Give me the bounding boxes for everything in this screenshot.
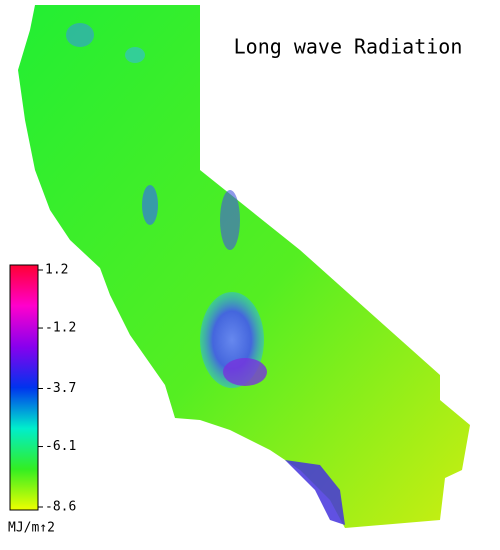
blue-patch (142, 185, 158, 225)
colorbar-axis: 1.2 -1.2 -3.7 -6.1 -8.6 (38, 263, 76, 515)
tick-label: -3.7 (45, 381, 76, 396)
map-title: Long wave Radiation (234, 35, 463, 59)
tick-label: -6.1 (45, 439, 76, 454)
blue-patch (220, 190, 240, 250)
purple-patch (223, 358, 267, 386)
tick-label: -8.6 (45, 500, 76, 515)
colorbar-unit: MJ/m↑2 (8, 521, 55, 536)
blue-patch (66, 23, 94, 47)
colorbar (9, 264, 39, 511)
tick-label: -1.2 (45, 321, 76, 336)
california (18, 5, 470, 528)
coastal-patch (285, 460, 345, 525)
tick-label: 1.2 (45, 263, 68, 278)
blue-patch (125, 47, 145, 63)
